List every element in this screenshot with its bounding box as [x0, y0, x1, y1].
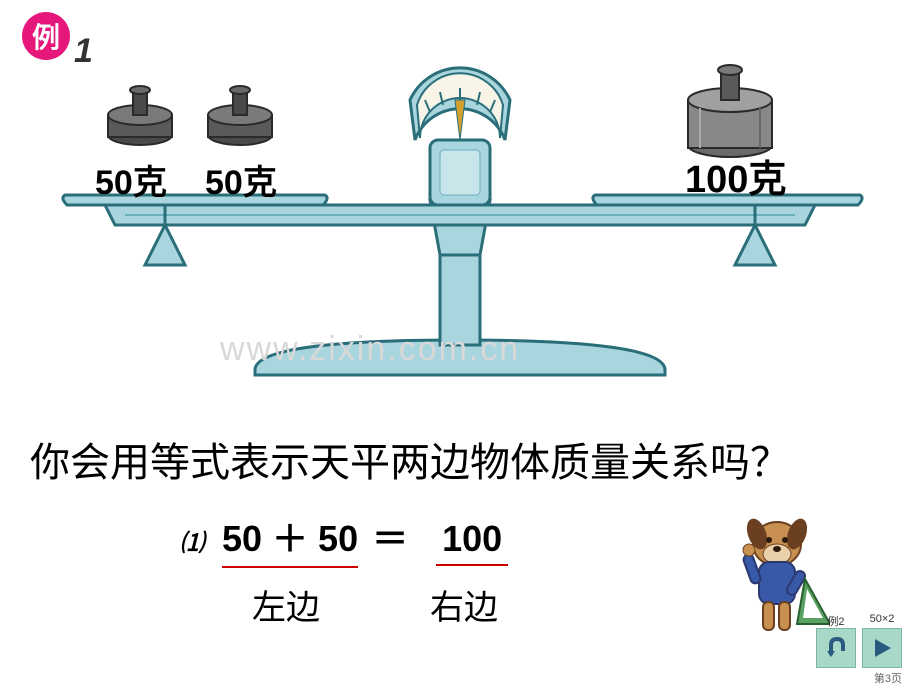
watermark: www.zixin.com.cn: [220, 330, 520, 369]
right-side-label: 右边: [430, 580, 498, 629]
equation-index: ⑴: [180, 523, 204, 558]
left-side-label: 左边: [252, 580, 320, 629]
equation-right: 100: [436, 518, 508, 566]
dog-mascot: [735, 514, 830, 634]
page-number: 第3页: [874, 670, 902, 686]
nav-buttons: 例2 50×2: [816, 628, 902, 668]
equation-side-labels: 左边 右边: [252, 580, 680, 629]
left-weight-2-label: 50克: [205, 155, 277, 204]
equation-left: 50 ＋ 50: [222, 510, 358, 568]
equation-area: ⑴ 50 ＋ 50 ＝ 100 左边 右边: [180, 510, 680, 629]
nav-next-button[interactable]: 50×2: [862, 628, 902, 668]
nav-back-button[interactable]: 例2: [816, 628, 856, 668]
question-text: 你会用等式表示天平两边物体质量关系吗？: [30, 430, 890, 488]
nav-btn1-label: 例2: [827, 613, 844, 629]
equation-equals: ＝: [372, 510, 408, 562]
left-weight-1-label: 50克: [95, 155, 167, 204]
nav-btn2-label: 50×2: [870, 613, 895, 625]
equation-line: ⑴ 50 ＋ 50 ＝ 100: [180, 510, 680, 568]
play-icon: [869, 635, 895, 661]
u-turn-icon: [823, 635, 849, 661]
right-weight-label: 100克: [685, 148, 786, 203]
